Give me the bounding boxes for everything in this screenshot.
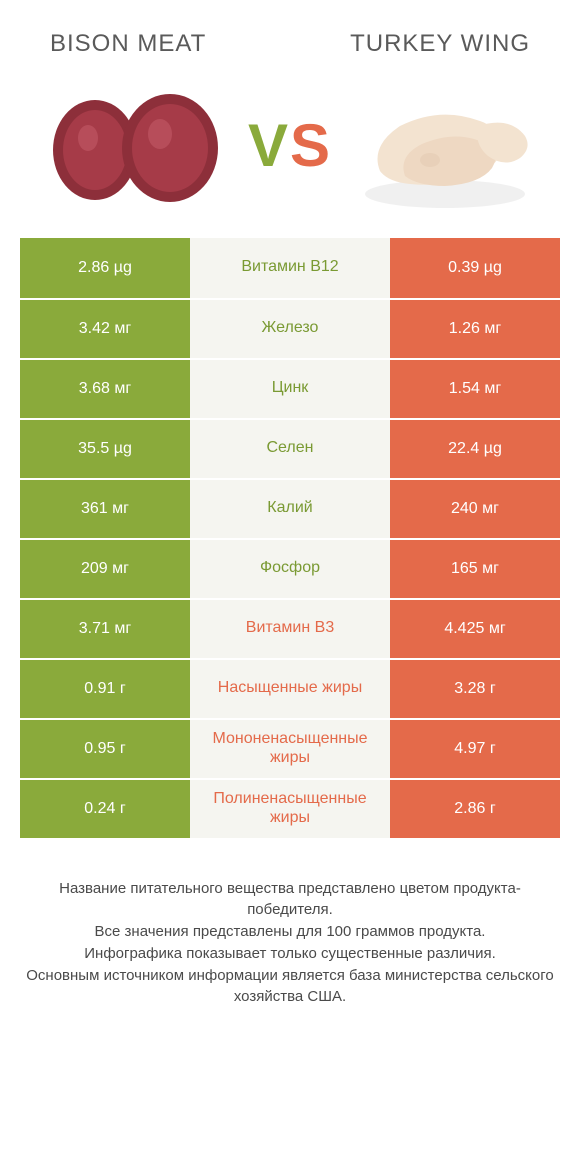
cell-nutrient-label: Калий [190,480,390,538]
cell-right-value: 1.54 мг [390,360,560,418]
cell-nutrient-label: Мононенасыщенные жиры [190,720,390,778]
cell-right-value: 0.39 µg [390,238,560,298]
cell-left-value: 2.86 µg [20,238,190,298]
vs-s: S [290,112,332,179]
cell-right-value: 3.28 г [390,660,560,718]
cell-left-value: 35.5 µg [20,420,190,478]
cell-left-value: 209 мг [20,540,190,598]
footer-line: Все значения представлены для 100 граммо… [20,921,560,943]
cell-right-value: 2.86 г [390,780,560,838]
vs-v: V [248,112,290,179]
cell-left-value: 3.42 мг [20,300,190,358]
cell-right-value: 1.26 мг [390,300,560,358]
table-row: 0.91 гНасыщенные жиры3.28 г [20,658,560,718]
cell-right-value: 240 мг [390,480,560,538]
cell-nutrient-label: Витамин B12 [190,238,390,298]
cell-nutrient-label: Цинк [190,360,390,418]
footer-line: Название питательного вещества представл… [20,878,560,922]
title-left: BISON MEAT [50,30,206,58]
table-row: 3.71 мгВитамин B34.425 мг [20,598,560,658]
footer-line: Инфографика показывает только существенн… [20,943,560,965]
footer-line: Основным источником информации является … [20,965,560,1009]
table-row: 3.68 мгЦинк1.54 мг [20,358,560,418]
cell-nutrient-label: Железо [190,300,390,358]
cell-nutrient-label: Селен [190,420,390,478]
table-row: 35.5 µgСелен22.4 µg [20,418,560,478]
cell-right-value: 22.4 µg [390,420,560,478]
cell-right-value: 4.425 мг [390,600,560,658]
table-row: 209 мгФосфор165 мг [20,538,560,598]
header: BISON MEAT TURKEY WING [0,0,580,68]
cell-nutrient-label: Фосфор [190,540,390,598]
vs-row: VS [0,68,580,238]
table-row: 3.42 мгЖелезо1.26 мг [20,298,560,358]
turkey-wing-image [350,76,540,216]
table-row: 0.95 гМононенасыщенные жиры4.97 г [20,718,560,778]
cell-right-value: 165 мг [390,540,560,598]
cell-nutrient-label: Витамин B3 [190,600,390,658]
cell-left-value: 361 мг [20,480,190,538]
footer: Название питательного вещества представл… [20,878,560,1009]
bison-meat-image [40,76,230,216]
comparison-table: 2.86 µgВитамин B120.39 µg3.42 мгЖелезо1.… [20,238,560,838]
cell-left-value: 3.68 мг [20,360,190,418]
cell-right-value: 4.97 г [390,720,560,778]
vs-label: VS [248,111,332,180]
title-right: TURKEY WING [350,30,530,58]
cell-left-value: 0.91 г [20,660,190,718]
cell-left-value: 0.95 г [20,720,190,778]
cell-nutrient-label: Насыщенные жиры [190,660,390,718]
table-row: 0.24 гПолиненасыщенные жиры2.86 г [20,778,560,838]
table-row: 361 мгКалий240 мг [20,478,560,538]
table-row: 2.86 µgВитамин B120.39 µg [20,238,560,298]
cell-left-value: 0.24 г [20,780,190,838]
cell-left-value: 3.71 мг [20,600,190,658]
cell-nutrient-label: Полиненасыщенные жиры [190,780,390,838]
